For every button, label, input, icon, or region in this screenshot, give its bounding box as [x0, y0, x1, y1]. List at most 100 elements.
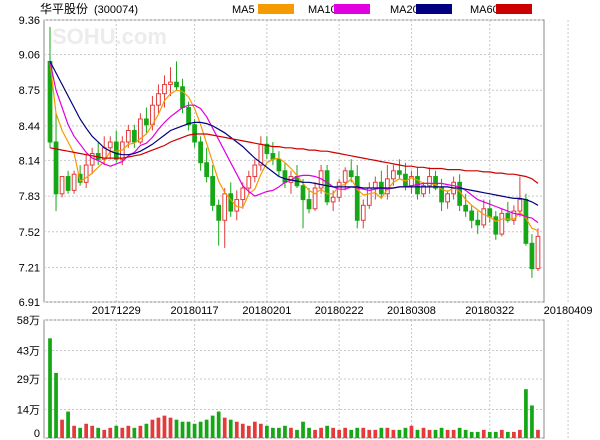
candle [65, 170, 71, 194]
volume-bar [96, 427, 101, 438]
candle-body-down [469, 210, 475, 221]
candle-body-down [186, 106, 191, 126]
ma60-line [49, 133, 539, 184]
candle [216, 199, 222, 246]
volume-bar [144, 423, 149, 438]
volume-bar [48, 338, 52, 438]
volume-bar [457, 427, 462, 438]
price-tick-label: 7.83 [19, 191, 40, 203]
volume-bar [518, 429, 522, 438]
price-tick-label: 7.21 [19, 262, 40, 274]
date-axis-labels: 20171229 20180117 20180201 20180222 20180308… [92, 305, 593, 317]
date-tick-label: 20180409 [544, 305, 593, 317]
candle-body-down [198, 141, 203, 164]
legend-label-ma60: MA60 [470, 4, 499, 16]
candle-body-down [216, 204, 222, 221]
candle [174, 61, 179, 91]
volume-tick-label: 0 [34, 428, 40, 440]
volume-bar [415, 429, 420, 438]
volume-bar [66, 411, 70, 438]
volume-bar [180, 421, 185, 438]
legend-swatch-ma60 [496, 4, 532, 14]
volume-bar [72, 425, 76, 438]
candle [234, 190, 240, 221]
candle [210, 165, 216, 212]
ma20-line [49, 61, 539, 206]
volume-bar [493, 431, 498, 438]
volume-bar [216, 411, 221, 438]
volume-bar [307, 427, 311, 438]
volume-bar [319, 427, 323, 438]
volume-bar [138, 425, 143, 438]
candle [469, 205, 475, 229]
volume-bar [60, 419, 64, 438]
volume-bar [126, 425, 131, 438]
date-tick-label: 20180222 [315, 305, 364, 317]
legend-swatch-ma5 [258, 4, 294, 14]
ma-lines [49, 61, 539, 232]
watermark: SOHU.com [52, 24, 167, 49]
volume-bar [385, 427, 390, 438]
candle-body-up [240, 187, 246, 201]
candle [83, 153, 89, 189]
candle-body-down [53, 141, 59, 195]
candle-body-down [77, 173, 83, 183]
candle [204, 147, 210, 183]
candle [535, 228, 541, 271]
candle-body-up [312, 187, 318, 210]
candle-body-down [463, 204, 469, 212]
candle [192, 118, 197, 148]
volume-bar [156, 417, 161, 438]
ma5-line [49, 61, 539, 232]
volume-bar [530, 405, 534, 438]
candle-body-down [180, 86, 185, 108]
volume-bar [421, 427, 426, 438]
ma-legend: MA5 MA10 MA20 MA60 [232, 4, 532, 16]
price-tick-label: 8.44 [19, 121, 40, 133]
volume-bar [355, 427, 360, 438]
volume-tick-label: 29万 [17, 374, 40, 386]
volume-bar [337, 429, 342, 438]
candle-body-up [71, 173, 77, 191]
price-tick-label: 6.91 [19, 297, 40, 309]
volume-bar [475, 431, 480, 438]
stock-name: 华平股份 [40, 2, 88, 16]
candle [312, 182, 318, 212]
volume-bar [343, 427, 348, 438]
candle-body-down [306, 199, 312, 210]
price-grid [44, 19, 569, 303]
candle-body-up [481, 208, 487, 226]
candle-body-down [228, 193, 234, 212]
candle [397, 159, 402, 179]
candle-body-up [330, 196, 336, 203]
date-tick-label: 20171229 [92, 305, 141, 317]
candle-body-up [499, 212, 505, 235]
volume-bar [102, 429, 107, 438]
volume-bar [403, 427, 408, 438]
date-tick-label: 20180308 [387, 305, 436, 317]
candle-body-down [210, 176, 216, 206]
candle-body-down [397, 170, 402, 175]
price-tick-label: 8.14 [19, 155, 40, 167]
candle-body-down [174, 81, 179, 88]
volume-bar [114, 425, 119, 438]
candle-body-down [65, 176, 71, 191]
date-tick-label: 20180322 [465, 305, 514, 317]
volume-bars [48, 338, 540, 438]
candle-body-down [487, 208, 493, 218]
date-tick-label: 20180201 [242, 305, 291, 317]
stock-code: (300074) [94, 4, 138, 16]
candle-body-up [252, 164, 258, 178]
volume-bar [505, 431, 510, 438]
candle-body-up [83, 164, 89, 183]
legend-swatch-ma10 [334, 4, 370, 14]
candle-body-down [276, 158, 282, 172]
volume-bar [78, 427, 82, 438]
candle-body-up [234, 199, 240, 212]
volume-bar [361, 427, 366, 438]
volume-bar [210, 415, 215, 438]
volume-bar [451, 429, 456, 438]
candle-body-up [427, 176, 432, 187]
candle-body-up [445, 193, 450, 203]
candle [131, 124, 137, 148]
